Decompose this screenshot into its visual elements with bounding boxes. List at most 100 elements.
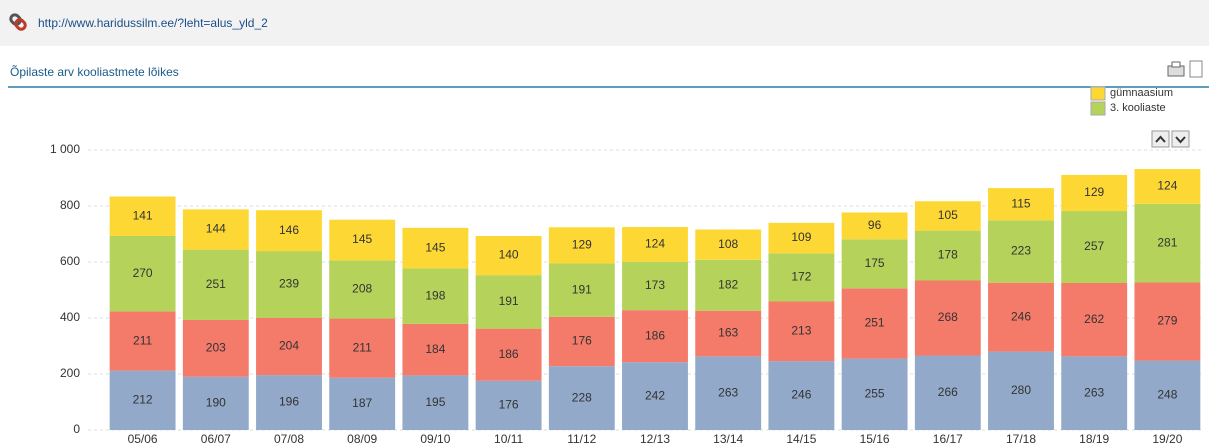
data-label: 239 xyxy=(279,277,299,291)
data-label: 141 xyxy=(133,208,153,222)
bar-segment xyxy=(182,249,249,320)
x-tick-label: 18/19 xyxy=(1079,432,1109,446)
bar-segment xyxy=(402,268,469,324)
data-label: 144 xyxy=(206,222,226,236)
bar-segment xyxy=(402,375,469,430)
data-label: 262 xyxy=(1084,312,1104,326)
bar-segment xyxy=(475,380,542,430)
bar-segment xyxy=(182,209,249,250)
data-label: 108 xyxy=(718,237,738,251)
bar-segment xyxy=(256,318,322,376)
export-icon[interactable] xyxy=(1189,60,1203,78)
data-label: 228 xyxy=(572,390,592,404)
legend-label: gümnaasium xyxy=(1110,87,1173,99)
bar-segment xyxy=(109,235,176,312)
data-label: 208 xyxy=(352,282,372,296)
data-label: 268 xyxy=(938,310,958,324)
data-label: 257 xyxy=(1084,239,1104,253)
data-label: 176 xyxy=(572,334,592,348)
data-label: 184 xyxy=(425,342,445,356)
data-label: 187 xyxy=(352,396,372,410)
x-tick-label: 14/15 xyxy=(786,432,816,446)
bar-segment xyxy=(622,227,688,262)
x-tick-label: 07/08 xyxy=(274,432,304,446)
data-label: 213 xyxy=(791,323,811,337)
bar-segment xyxy=(695,229,762,260)
data-label: 242 xyxy=(645,388,665,402)
bar-segment xyxy=(695,259,762,311)
x-tick-label: 10/11 xyxy=(494,432,523,446)
bar-segment xyxy=(622,310,688,363)
y-tick-label: 0 xyxy=(73,422,80,436)
y-tick-label: 1 000 xyxy=(50,142,80,156)
data-label: 140 xyxy=(499,248,519,262)
data-label: 124 xyxy=(1157,179,1177,193)
print-icon[interactable] xyxy=(1167,61,1185,77)
data-label: 109 xyxy=(791,230,811,244)
data-label: 198 xyxy=(425,288,445,302)
y-tick-label: 600 xyxy=(60,254,80,268)
data-label: 263 xyxy=(1084,385,1104,399)
bar-segment xyxy=(1134,360,1201,430)
bar-segment xyxy=(768,361,835,430)
data-label: 266 xyxy=(938,385,958,399)
legend-label: 3. kooliaste xyxy=(1110,102,1166,114)
bar-segment xyxy=(1134,169,1201,204)
data-label: 195 xyxy=(425,395,445,409)
data-label: 105 xyxy=(938,208,958,222)
bar-segment xyxy=(329,377,396,430)
bar-segment xyxy=(475,328,542,381)
bar-segment xyxy=(622,362,688,430)
bar-segment xyxy=(256,210,322,252)
data-label: 255 xyxy=(865,386,885,400)
bar-segment xyxy=(988,188,1054,221)
bar-segment xyxy=(768,253,835,302)
data-label: 176 xyxy=(499,398,519,412)
y-tick-label: 400 xyxy=(60,310,80,324)
bar-segment xyxy=(622,261,688,311)
data-label: 145 xyxy=(425,240,445,254)
data-label: 281 xyxy=(1157,235,1177,249)
bar-segment xyxy=(256,251,322,318)
data-label: 178 xyxy=(938,248,958,262)
bar-segment xyxy=(841,288,908,359)
data-label: 186 xyxy=(645,328,665,342)
bar-segment xyxy=(402,323,469,376)
data-label: 196 xyxy=(279,395,299,409)
bar-segment xyxy=(841,239,908,289)
bar-segment xyxy=(548,263,615,317)
x-tick-label: 09/10 xyxy=(420,432,450,446)
bar-segment xyxy=(695,310,762,357)
x-tick-label: 05/06 xyxy=(128,432,158,446)
bar-segment xyxy=(914,355,981,430)
data-label: 172 xyxy=(791,270,811,284)
data-label: 246 xyxy=(1011,309,1031,323)
bar-segment xyxy=(914,280,981,356)
data-label: 190 xyxy=(206,396,226,410)
scroll-buttons[interactable] xyxy=(1151,130,1190,148)
data-label: 211 xyxy=(353,340,372,354)
x-tick-label: 11/12 xyxy=(567,432,596,446)
bar-segment xyxy=(768,301,835,362)
data-label: 263 xyxy=(718,385,738,399)
url[interactable]: http://www.haridussilm.ee/?leht=alus_yld… xyxy=(38,16,268,30)
x-tick-label: 16/17 xyxy=(933,432,963,446)
bar-segment xyxy=(402,227,469,269)
data-label: 223 xyxy=(1011,244,1031,258)
bar-segment xyxy=(914,230,981,281)
data-label: 203 xyxy=(206,341,226,355)
data-label: 182 xyxy=(718,277,738,291)
bar-segment xyxy=(256,375,322,430)
data-label: 211 xyxy=(133,333,152,347)
data-label: 186 xyxy=(499,347,519,361)
bar-segment xyxy=(988,351,1054,430)
data-label: 129 xyxy=(1084,185,1104,199)
bar-segment xyxy=(1061,211,1128,283)
data-label: 212 xyxy=(133,392,153,406)
x-tick-label: 19/20 xyxy=(1152,432,1182,446)
y-tick-label: 800 xyxy=(60,198,80,212)
top-bar xyxy=(0,0,1209,46)
data-label: 270 xyxy=(133,266,153,280)
data-label: 191 xyxy=(572,282,592,296)
